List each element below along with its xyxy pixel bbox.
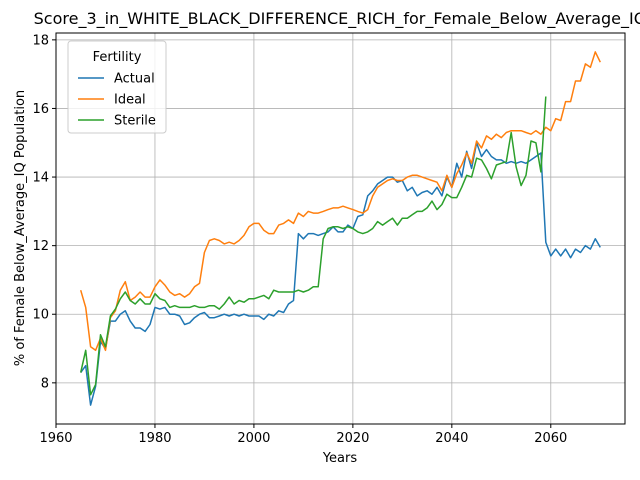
chart-title: Score_3_in_WHITE_BLACK_DIFFERENCE_RICH_f… — [34, 9, 640, 29]
grid — [55, 33, 625, 424]
axis-ticks: 1960 1980 2000 2020 2040 2060 8 10 12 14 16 18 — [32, 33, 567, 446]
y-tick-label: 8 — [41, 376, 49, 391]
series-line-sterile — [79, 96, 547, 396]
y-tick-label: 12 — [32, 239, 49, 254]
legend-label-ideal: Ideal — [114, 93, 146, 108]
y-axis-label: % of Female Below_Average_IQ Population — [13, 90, 28, 366]
legend-label-sterile: Sterile — [114, 114, 156, 129]
y-tick-label: 18 — [32, 33, 49, 48]
y-tick-label: 16 — [32, 102, 49, 117]
y-tick-label: 14 — [32, 171, 49, 186]
legend: Fertility Actual Ideal Sterile — [67, 40, 167, 134]
x-tick-label: 2040 — [435, 431, 468, 446]
series-line-ideal — [79, 51, 601, 352]
x-tick-label: 2060 — [534, 431, 567, 446]
series-lines — [79, 51, 601, 406]
y-tick-label: 10 — [32, 308, 49, 323]
x-axis-label: Years — [322, 451, 358, 466]
x-tick-label: 1960 — [39, 431, 72, 446]
plot-frame — [55, 32, 626, 425]
series-line-actual — [80, 142, 601, 406]
x-tick-label: 2000 — [237, 431, 270, 446]
legend-title: Fertility — [93, 50, 142, 65]
legend-label-actual: Actual — [114, 72, 155, 87]
x-tick-label: 2020 — [336, 431, 369, 446]
x-tick-label: 1980 — [138, 431, 171, 446]
legend-box — [67, 40, 167, 134]
